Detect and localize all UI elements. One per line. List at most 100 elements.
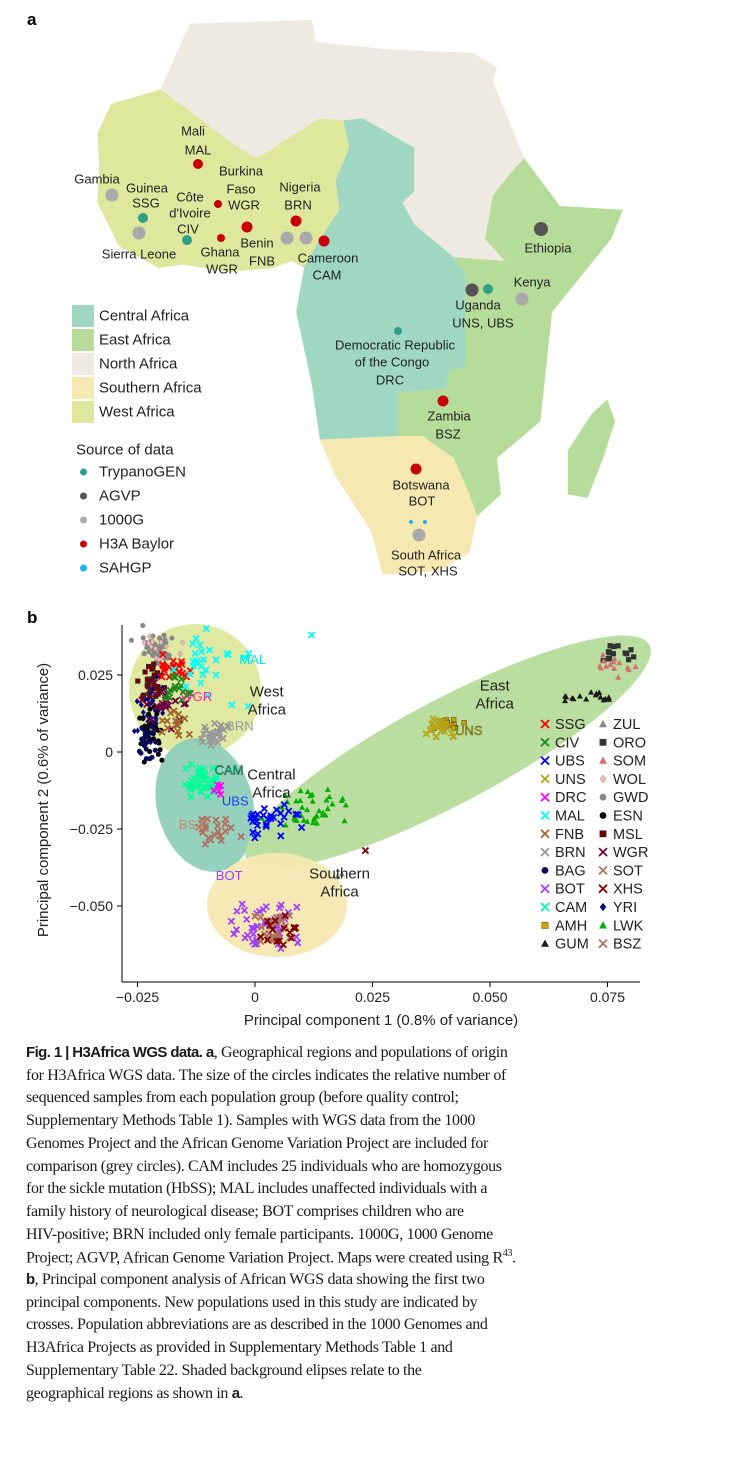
caption-text: geographical regions as shown in xyxy=(26,1384,232,1402)
point-bot xyxy=(277,944,285,953)
legend-marker-msl xyxy=(599,830,607,838)
point-oro xyxy=(606,655,613,661)
point-ubs xyxy=(254,830,262,838)
point-lwk xyxy=(324,786,331,792)
map-label: Kenya xyxy=(513,274,551,290)
point-bag xyxy=(142,739,148,745)
point-uns-stroke xyxy=(432,733,441,741)
point-xhs-stroke xyxy=(256,933,265,941)
legend-item-amh: AMH xyxy=(541,918,587,934)
legend-label: BSZ xyxy=(613,937,641,953)
point-brn-stroke xyxy=(212,728,220,737)
point-fnb xyxy=(172,717,180,725)
point-civ-stroke xyxy=(165,689,173,697)
point-lwk xyxy=(316,807,323,814)
map-label: of the Congo xyxy=(354,354,430,370)
ellipse-east-africa xyxy=(245,635,651,869)
legend-marker-sot xyxy=(598,865,608,876)
point-sot-stroke xyxy=(269,931,277,940)
point-ubs xyxy=(277,832,285,840)
point-bsz-stroke xyxy=(212,816,220,824)
point-mal xyxy=(199,670,207,679)
site-dot-sahgp-2 xyxy=(423,520,427,524)
legend-marker-bag xyxy=(541,867,549,874)
legend-item-som: SOM xyxy=(599,754,646,770)
point-xhs xyxy=(263,936,272,944)
point-brn xyxy=(224,722,232,730)
legend-item-yri: YRI xyxy=(599,900,637,916)
legend-item-gum: GUM xyxy=(541,937,589,953)
point-mal xyxy=(307,631,316,639)
point-cam-stroke xyxy=(182,764,190,773)
legend-item-cam: CAM xyxy=(540,900,587,916)
map-label: Ghana xyxy=(200,244,240,260)
region-west-africa xyxy=(97,89,350,272)
series-bag xyxy=(136,720,159,762)
point-bot xyxy=(293,903,301,911)
point-brn xyxy=(206,733,215,741)
point-yri xyxy=(150,697,156,704)
point-bot-stroke xyxy=(292,933,300,941)
point-gwd xyxy=(146,649,152,655)
map-label: UNS, UBS xyxy=(452,315,514,331)
point-cam xyxy=(182,764,190,773)
point-cam xyxy=(186,782,194,790)
point-cam-stroke xyxy=(197,766,205,775)
point-cam xyxy=(187,760,196,769)
point-bot-stroke xyxy=(227,917,235,925)
point-civ-stroke xyxy=(178,696,186,704)
legend-label: ZUL xyxy=(613,717,640,733)
point-bag xyxy=(142,730,148,736)
y-tick-label: −0.025 xyxy=(70,821,113,837)
point-lwk xyxy=(313,820,320,826)
point-mal xyxy=(189,662,198,670)
point-gwd xyxy=(141,651,147,657)
point-fnb xyxy=(163,717,171,725)
point-bot-stroke xyxy=(248,924,256,932)
point-mal-stroke xyxy=(192,634,200,643)
legend-label: North Africa xyxy=(99,355,178,373)
legend-marker-bsz-stroke xyxy=(598,938,608,949)
series-cam xyxy=(181,760,220,801)
legend-label: ORO xyxy=(613,735,646,751)
point-ssg-stroke xyxy=(158,673,166,681)
point-gum xyxy=(576,693,583,699)
point-lwk xyxy=(324,805,331,812)
point-civ xyxy=(177,675,186,683)
point-xhs-stroke xyxy=(263,917,272,925)
point-civ-stroke xyxy=(184,689,193,697)
point-bsz xyxy=(210,830,218,839)
legend-label: SOM xyxy=(613,754,646,770)
point-gwd xyxy=(166,652,172,658)
point-cam xyxy=(197,788,205,796)
point-xhs-stroke xyxy=(271,916,279,925)
point-fnb-stroke xyxy=(166,709,175,717)
legend-label: BOT xyxy=(555,882,585,898)
map-label: SOT, XHS xyxy=(398,563,458,579)
point-wol xyxy=(148,643,154,650)
site-dot-zambia xyxy=(437,395,449,407)
caption-line: for H3Africa WGS data. The size of the c… xyxy=(26,1067,506,1085)
site-dot-south-africa xyxy=(412,528,426,542)
point-sot xyxy=(278,917,286,925)
point-gum xyxy=(605,694,612,700)
point-bag xyxy=(149,730,155,736)
point-bsz-stroke xyxy=(221,827,230,835)
point-bsz xyxy=(207,836,215,844)
point-xhs xyxy=(280,924,288,932)
point-ssg-stroke xyxy=(175,662,183,670)
point-bsz xyxy=(227,824,235,832)
point-sot-stroke xyxy=(257,913,265,922)
map-label: Côte xyxy=(176,189,204,205)
series-bsz xyxy=(195,815,245,848)
point-bot-stroke xyxy=(233,907,241,915)
legend: SSG CIV UBS UNS DRC MAL FNB BRN BAG BOT CAM AMH GUM Z… xyxy=(540,717,648,953)
point-oro xyxy=(610,651,616,657)
point-wgr xyxy=(151,690,159,698)
caption-line: Supplementary Table 22. Shaded backgroun… xyxy=(26,1362,422,1380)
site-dot-benin xyxy=(241,221,253,233)
point-bot-stroke xyxy=(230,930,238,938)
caption-text: . xyxy=(512,1249,516,1267)
site-dot-drc xyxy=(394,327,402,335)
point-som xyxy=(603,663,610,669)
